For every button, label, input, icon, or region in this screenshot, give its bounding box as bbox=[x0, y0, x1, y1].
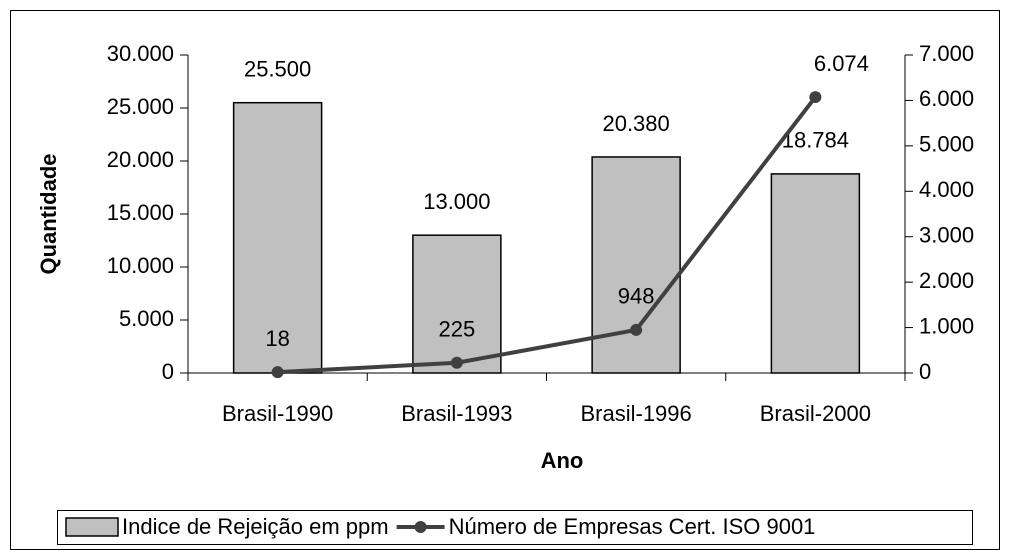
x-tick-label: Brasil-1990 bbox=[222, 401, 333, 426]
y-tick-label: 5.000 bbox=[119, 306, 174, 331]
x-tick-label: Brasil-2000 bbox=[760, 401, 871, 426]
y2-tick-label: 0 bbox=[919, 359, 931, 384]
bar bbox=[232, 101, 323, 374]
legend-label: Número de Empresas Cert. ISO 9001 bbox=[449, 514, 816, 539]
bar bbox=[412, 234, 502, 374]
y2-tick-label: 3.000 bbox=[919, 223, 974, 248]
y2-tick-label: 5.000 bbox=[919, 132, 974, 157]
y-tick-label: 15.000 bbox=[107, 200, 174, 225]
y2-tick-label: 6.000 bbox=[919, 86, 974, 111]
y-tick-label: 0 bbox=[162, 359, 174, 384]
legend-swatch bbox=[65, 517, 119, 537]
legend-box bbox=[57, 510, 973, 545]
legend-marker bbox=[414, 521, 427, 533]
data-label: 25.500 bbox=[244, 57, 311, 82]
y-tick-label: 10.000 bbox=[107, 253, 174, 278]
data-label: 18.784 bbox=[782, 128, 849, 153]
x-tick-label: Brasil-1996 bbox=[580, 401, 691, 426]
y2-tick-label: 4.000 bbox=[919, 177, 974, 202]
y2-tick-label: 7.000 bbox=[919, 41, 974, 66]
line-marker bbox=[271, 366, 284, 379]
legend-label: Indice de Rejeição em ppm bbox=[122, 514, 389, 539]
data-label: 225 bbox=[439, 317, 476, 342]
y2-tick-label: 2.000 bbox=[919, 268, 974, 293]
y2-tick-label: 1.000 bbox=[919, 313, 974, 338]
line-marker bbox=[450, 356, 463, 369]
line-marker bbox=[809, 91, 822, 104]
data-label: 948 bbox=[618, 284, 655, 309]
data-label: 20.380 bbox=[602, 111, 669, 136]
y-tick-label: 25.000 bbox=[107, 94, 174, 119]
y-tick-label: 20.000 bbox=[107, 147, 174, 172]
data-label: 13.000 bbox=[423, 189, 490, 214]
data-label: 6.074 bbox=[814, 51, 869, 76]
line bbox=[277, 95, 817, 375]
data-label: 18 bbox=[265, 326, 289, 351]
x-axis-title: Ano bbox=[541, 448, 584, 473]
y-tick-label: 30.000 bbox=[107, 41, 174, 66]
bar bbox=[770, 173, 861, 374]
line-marker bbox=[630, 323, 643, 336]
y-axis-title: Quantidade bbox=[36, 153, 61, 274]
x-tick-label: Brasil-1993 bbox=[401, 401, 512, 426]
bar bbox=[591, 156, 681, 374]
